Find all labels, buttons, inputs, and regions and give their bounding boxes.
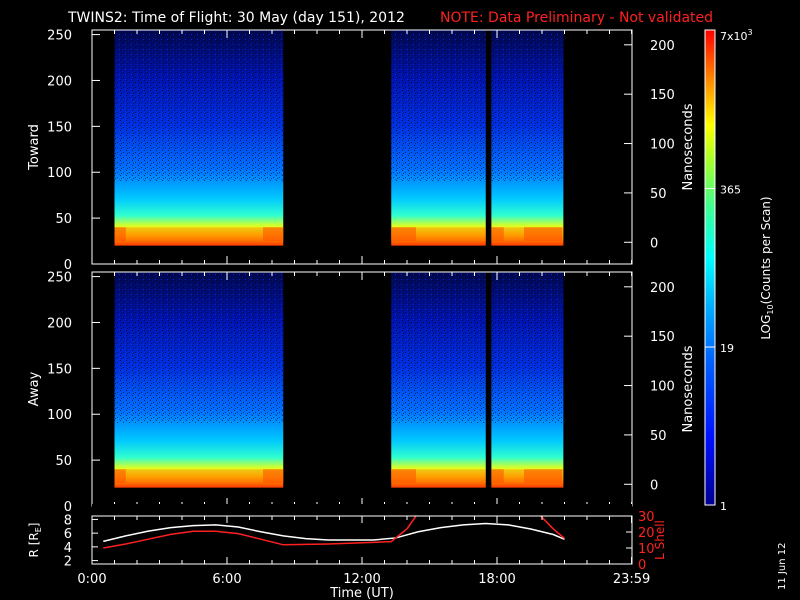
y-axis-label: Toward bbox=[27, 124, 42, 171]
peak-hotspot bbox=[114, 227, 126, 242]
y-right-tick-label: 100 bbox=[650, 380, 675, 395]
colorbar-tick-label: 1 bbox=[720, 500, 727, 513]
y-tick-label: 0 bbox=[64, 500, 72, 515]
y-tick-label: 4 bbox=[64, 541, 72, 556]
peak-hotspot bbox=[491, 227, 504, 242]
y-tick-label: 6 bbox=[64, 527, 72, 542]
away-panel: 0 50 100 150 200 250 0 50 100 150 200 Away Nanosecon… bbox=[27, 271, 696, 515]
preliminary-note: NOTE: Data Preliminary - Not validated bbox=[440, 10, 713, 26]
y-right-tick-label: 200 bbox=[650, 281, 675, 296]
spectrogram-noise bbox=[491, 30, 564, 181]
y-right-axis-label: L Shell bbox=[653, 520, 667, 560]
peak-band bbox=[114, 469, 284, 484]
colorbar-tick-label: 19 bbox=[720, 342, 734, 355]
colorbar-tick-label: 365 bbox=[720, 183, 741, 196]
spectrogram-noise bbox=[114, 30, 284, 181]
y-right-tick-label: 50 bbox=[650, 429, 667, 444]
peak-hotspot bbox=[263, 227, 284, 242]
x-tick-label: 23:59 bbox=[613, 572, 650, 587]
y-right-tick-label: 0 bbox=[638, 558, 646, 573]
x-axis-label: Time (UT) bbox=[329, 586, 394, 600]
y-right-tick-label: 0 bbox=[650, 236, 658, 251]
y-right-tick-label: 20 bbox=[638, 526, 655, 541]
y-tick-label: 8 bbox=[64, 513, 72, 528]
r-series-line bbox=[103, 522, 565, 543]
y-tick-label: 150 bbox=[47, 362, 72, 377]
peak-hotspot bbox=[524, 227, 563, 242]
colorbar-label: LOG10(Counts per Scan) bbox=[759, 196, 775, 339]
lshell-series-line bbox=[103, 512, 565, 549]
y-tick-label: 250 bbox=[47, 271, 72, 286]
y-right-tick-label: 200 bbox=[650, 39, 675, 54]
y-tick-label: 100 bbox=[47, 166, 72, 181]
x-tick-label: 6:00 bbox=[212, 572, 241, 587]
y-tick-label: 50 bbox=[55, 454, 72, 469]
y-tick-label: 0 bbox=[64, 258, 72, 273]
y-tick-label: 50 bbox=[55, 212, 72, 227]
toward-panel: 0 50 100 150 200 250 0 50 100 150 200 Toward Nanosec… bbox=[27, 29, 696, 273]
y-axis-label: Away bbox=[27, 371, 42, 406]
y-right-axis-label: Nanoseconds bbox=[681, 345, 696, 432]
y-tick-label: 2 bbox=[64, 555, 72, 570]
x-tick-label: 18:00 bbox=[478, 572, 515, 587]
y-right-tick-label: 150 bbox=[650, 88, 675, 103]
spectrogram-noise bbox=[391, 30, 486, 181]
peak-hotspot bbox=[524, 469, 563, 484]
y-tick-label: 200 bbox=[47, 74, 72, 89]
peak-hotspot bbox=[391, 469, 416, 484]
peak-hotspot bbox=[114, 469, 126, 484]
spectrogram-noise bbox=[114, 272, 284, 423]
y-right-tick-label: 30 bbox=[638, 510, 655, 525]
y-tick-label: 150 bbox=[47, 120, 72, 135]
spectrogram-noise bbox=[491, 272, 564, 423]
colorbar-tick-top: 7x103 bbox=[720, 28, 753, 43]
y-tick-label: 250 bbox=[47, 29, 72, 44]
y-axis-label: R [RE] bbox=[27, 523, 43, 558]
peak-hotspot bbox=[391, 227, 416, 242]
y-right-axis-label: Nanoseconds bbox=[681, 103, 696, 190]
y-right-tick-label: 0 bbox=[650, 478, 658, 493]
figure-title: TWINS2: Time of Flight: 30 May (day 151)… bbox=[67, 10, 405, 26]
y-right-tick-label: 10 bbox=[638, 542, 655, 557]
y-right-tick-label: 100 bbox=[650, 138, 675, 153]
peak-hotspot bbox=[491, 469, 504, 484]
overflow-mask bbox=[92, 504, 632, 516]
x-tick-label: 0:00 bbox=[77, 572, 106, 587]
x-tick-label: 12:00 bbox=[343, 572, 380, 587]
spectrogram-noise bbox=[391, 272, 486, 423]
colorbar bbox=[704, 29, 716, 506]
peak-hotspot bbox=[263, 469, 284, 484]
y-right-tick-label: 150 bbox=[650, 330, 675, 345]
footer-date: 11 Jun 12 bbox=[777, 543, 788, 590]
y-tick-label: 200 bbox=[47, 316, 72, 331]
colorbar-ticks: 365 19 1 bbox=[705, 183, 741, 513]
peak-band bbox=[114, 227, 284, 242]
y-right-tick-label: 50 bbox=[650, 187, 667, 202]
y-tick-label: 100 bbox=[47, 408, 72, 423]
